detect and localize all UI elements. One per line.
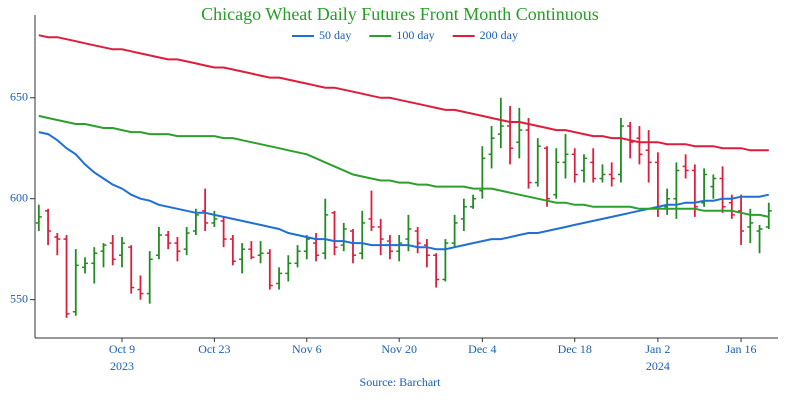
x-tick-label: Jan 2 — [645, 342, 670, 356]
legend-label: 50 day — [319, 28, 351, 42]
y-tick-label: 600 — [10, 190, 28, 204]
x-year-label: 2023 — [110, 359, 134, 373]
legend-label: 100 day — [396, 28, 434, 42]
moving-average-line — [38, 34, 769, 152]
moving-average-line — [38, 114, 770, 218]
moving-average-line — [38, 131, 770, 251]
x-tick-label: Dec 4 — [468, 342, 496, 356]
x-tick-label: Nov 6 — [292, 342, 322, 356]
x-tick-label: Oct 23 — [198, 342, 230, 356]
source-note: Source: Barchart — [360, 375, 442, 389]
y-tick-label: 550 — [10, 291, 28, 305]
x-tick-label: Dec 18 — [558, 342, 592, 356]
chart-title: Chicago Wheat Daily Futures Front Month … — [201, 4, 599, 24]
y-tick-label: 650 — [10, 90, 28, 104]
x-tick-label: Oct 9 — [109, 342, 135, 356]
x-tick-label: Nov 20 — [381, 342, 417, 356]
legend-label: 200 day — [480, 28, 518, 42]
x-tick-label: Jan 16 — [726, 342, 757, 356]
x-year-label: 2024 — [646, 359, 670, 373]
